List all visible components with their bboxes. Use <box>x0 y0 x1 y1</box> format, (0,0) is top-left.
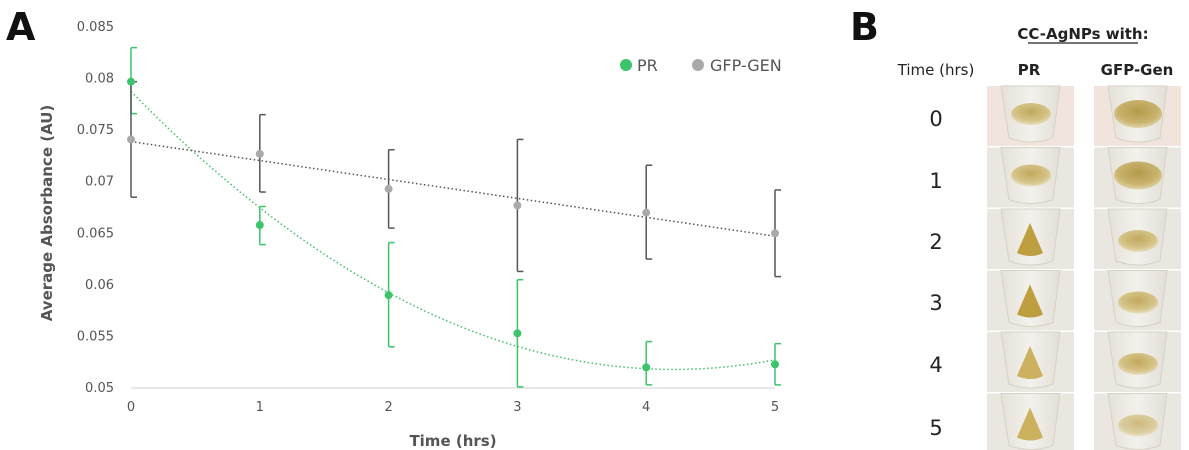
trendline-gfp <box>130 140 776 237</box>
data-point-pr <box>384 291 393 300</box>
time-label: 0 <box>929 107 942 131</box>
tube-photo-gfp <box>1094 393 1181 450</box>
tube-photo-pr <box>987 331 1074 392</box>
tube-photo-gfp <box>1094 208 1181 269</box>
legend-label-gfp: GFP-GEN <box>710 56 782 75</box>
trendlines <box>130 90 776 371</box>
time-labels: 0 1 2 3 4 5 <box>929 107 942 440</box>
data-point-gfp <box>771 229 779 238</box>
legend-marker-pr <box>620 59 632 71</box>
x-tick-label: 1 <box>256 400 264 415</box>
plot-area: 0.05 0.055 0.06 0.065 0.07 0.075 0.08 0.085 0 1 2… <box>77 20 781 415</box>
tube-photo-pr <box>987 85 1074 146</box>
time-label: 4 <box>929 353 942 377</box>
data-point-gfp <box>642 208 651 217</box>
y-tick-label: 0.075 <box>77 123 114 138</box>
column-header-gfp: GFP-Gen <box>1101 61 1174 79</box>
tube-photo-gfp <box>1094 85 1181 146</box>
y-tick-label: 0.05 <box>85 381 114 396</box>
x-tick-label: 3 <box>513 400 521 415</box>
x-tick-label: 5 <box>771 400 779 415</box>
legend-marker-gfp <box>692 59 704 71</box>
tube-photo-pr <box>987 208 1074 269</box>
tube-photos <box>987 85 1181 450</box>
time-label: 2 <box>929 230 942 254</box>
y-tick-label: 0.065 <box>77 226 114 241</box>
legend: PR GFP-GEN <box>620 56 782 75</box>
tube-photo-gfp <box>1094 147 1181 208</box>
y-axis-title: Average Absorbance (AU) <box>38 105 56 322</box>
data-point-pr <box>771 360 779 369</box>
time-label: 1 <box>929 169 942 193</box>
y-axis-ticks: 0.05 0.055 0.06 0.065 0.07 0.075 0.08 0.085 <box>77 20 114 396</box>
x-tick-label: 4 <box>642 400 650 415</box>
x-axis-title: Time (hrs) <box>409 432 496 450</box>
data-point-pr <box>513 329 522 338</box>
x-axis-ticks: 0 1 2 3 4 5 <box>127 400 779 415</box>
data-point-pr <box>255 221 264 230</box>
data-point-gfp <box>513 201 522 210</box>
data-point-pr <box>642 363 651 372</box>
tube-photo-pr <box>987 147 1074 208</box>
data-point-pr <box>127 77 135 86</box>
trendline-pr <box>130 90 776 371</box>
legend-label-pr: PR <box>637 56 658 75</box>
tube-photo-pr <box>987 393 1074 450</box>
y-tick-label: 0.07 <box>85 175 114 190</box>
panel-b-label: B <box>850 5 879 49</box>
data-points <box>127 77 779 372</box>
x-tick-label: 2 <box>384 400 392 415</box>
tube-photo-gfp <box>1094 331 1181 392</box>
time-label: 3 <box>929 291 942 315</box>
error-bar <box>645 340 653 386</box>
panel-b-header: CC-AgNPs with: <box>1017 25 1148 43</box>
time-label: 5 <box>929 416 942 440</box>
tube-photo-pr <box>987 270 1074 331</box>
tube-photo-gfp <box>1094 270 1181 331</box>
data-point-gfp <box>255 149 264 158</box>
data-point-gfp <box>384 184 393 193</box>
y-tick-label: 0.055 <box>77 329 114 344</box>
time-column-header: Time (hrs) <box>897 61 975 79</box>
error-bars <box>130 46 781 388</box>
y-tick-label: 0.08 <box>85 72 114 87</box>
y-tick-label: 0.06 <box>85 278 114 293</box>
column-header-pr: PR <box>1018 61 1041 79</box>
panel-a-label: A <box>6 5 36 49</box>
x-tick-label: 0 <box>127 400 135 415</box>
y-tick-label: 0.085 <box>77 20 114 35</box>
data-point-gfp <box>127 135 135 144</box>
